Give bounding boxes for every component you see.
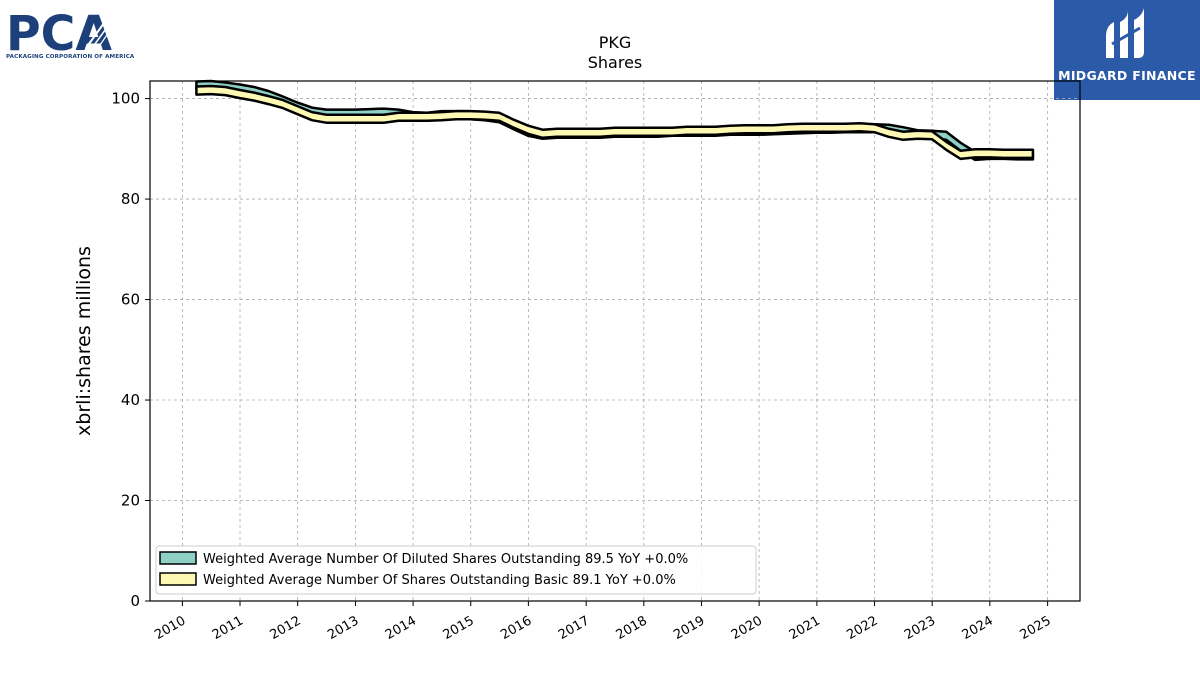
x-tick-label: 2018 [614,613,650,643]
svg-text:PCA: PCA [6,6,112,54]
y-tick-label: 80 [121,190,140,208]
y-tick-label: 0 [130,592,140,610]
x-tick-label: 2017 [556,613,592,643]
pca-logo-mark: PCA [6,6,118,62]
legend-swatch [159,572,197,586]
x-tick-label: 2025 [1017,613,1053,643]
y-tick-label: 20 [121,492,140,510]
chart-subtitle: Shares [588,53,643,72]
legend-box [155,545,757,595]
x-tick-label: 2015 [441,613,477,643]
x-tick-label: 2024 [960,613,996,643]
plot-frame [149,80,1081,602]
x-tick-label: 2010 [152,613,188,643]
y-tick-label: 40 [121,391,140,409]
series-areas [195,79,1035,162]
x-tick-label: 2019 [671,613,707,643]
legend-swatch [159,551,197,565]
legend: Weighted Average Number Of Diluted Share… [155,545,757,595]
legend-label: Weighted Average Number Of Diluted Share… [203,552,688,567]
pca-logo: PCA PACKAGING CORPORATION OF AMERICA [6,6,134,64]
x-tick-label: 2013 [325,613,361,643]
x-axis-ticks: 2010 2011 2012 2013 2014 2015 2016 2017 2018 2019… [152,601,1054,643]
y-tick-label: 100 [111,90,140,108]
x-tick-label: 2012 [267,613,303,643]
pca-logo-subtitle: PACKAGING CORPORATION OF AMERICA [6,54,135,60]
x-tick-label: 2021 [787,613,823,643]
legend-label: Weighted Average Number Of Shares Outsta… [203,573,676,588]
x-tick-label: 2023 [902,613,938,643]
x-tick-label: 2011 [210,613,246,643]
y-axis-ticks: 0 20 40 60 80 100 [111,90,150,610]
midgard-brand-name: MIDGARD FINANCE [1058,68,1196,83]
midgard-logo-mark [1106,8,1144,58]
x-tick-label: 2020 [729,613,765,643]
y-axis-label: xbrli:shares millions [73,246,95,436]
y-tick-label: 60 [121,291,140,309]
x-tick-label: 2014 [383,613,419,643]
x-tick-label: 2022 [844,613,880,643]
chart-title: PKG [599,33,632,52]
series-band-2 [195,84,1035,161]
grid-lines [150,81,1080,602]
midgard-finance-logo: MIDGARD FINANCE [1054,0,1200,100]
x-tick-label: 2016 [498,613,534,643]
